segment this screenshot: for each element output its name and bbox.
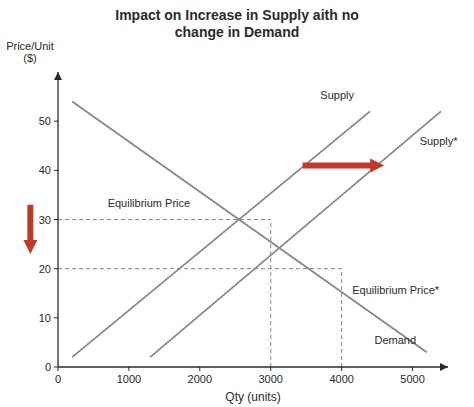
annotation: Equilibrium Price*	[352, 284, 440, 296]
series-line	[150, 111, 441, 357]
x-tick	[128, 367, 129, 371]
shift-arrow	[303, 158, 385, 172]
equilibrium-vline	[341, 269, 342, 367]
y-tick	[54, 219, 58, 220]
x-tick-label: 2000	[188, 373, 212, 385]
y-axis-arrowhead	[54, 72, 62, 80]
text-line: change in Demand	[175, 24, 299, 40]
text-line: ($)	[23, 52, 36, 64]
y-tick	[54, 121, 58, 122]
x-tick-label: 4000	[329, 373, 353, 385]
equilibrium-hline	[58, 268, 342, 269]
x-tick-label: 5000	[400, 373, 424, 385]
text-line: Impact on Increase in Supply aith no	[115, 7, 359, 23]
x-tick-label: 1000	[117, 373, 141, 385]
y-tick-label: 40	[39, 164, 51, 176]
x-axis-arrowhead	[440, 363, 448, 371]
annotation: Equilibrium Price	[108, 197, 191, 209]
y-tick-label: 10	[39, 312, 51, 324]
series-line	[72, 102, 427, 353]
x-axis-label: Qty (units)	[225, 390, 280, 404]
x-tick	[412, 367, 413, 371]
shift-arrow	[23, 205, 37, 254]
series-label: Supply*	[420, 135, 459, 147]
x-tick-label: 3000	[258, 373, 282, 385]
chart: Impact on Increase in Supply aith nochan…	[0, 0, 474, 407]
y-tick-label: 20	[39, 263, 51, 275]
x-tick	[58, 367, 59, 371]
y-axis-label: Price/Unit($)	[6, 40, 54, 64]
series-label: Demand	[375, 334, 417, 346]
text-line: Price/Unit	[6, 40, 54, 52]
y-tick	[54, 268, 58, 269]
series-label: Supply	[320, 89, 354, 101]
x-axis-line	[58, 366, 448, 367]
y-tick-label: 30	[39, 214, 51, 226]
x-tick	[270, 367, 271, 371]
series-line	[72, 111, 370, 357]
y-tick-label: 0	[45, 361, 51, 373]
x-tick	[199, 367, 200, 371]
y-tick	[54, 367, 58, 368]
y-tick-label: 50	[39, 115, 51, 127]
x-tick	[341, 367, 342, 371]
x-tick-label: 0	[55, 373, 61, 385]
plot-area	[58, 102, 441, 368]
axes: 0 1000 2000 3000 4000 5000 0 10 20 30 40 50	[39, 72, 448, 385]
y-tick	[54, 317, 58, 318]
title: Impact on Increase in Supply aith nochan…	[115, 7, 359, 40]
y-tick	[54, 170, 58, 171]
